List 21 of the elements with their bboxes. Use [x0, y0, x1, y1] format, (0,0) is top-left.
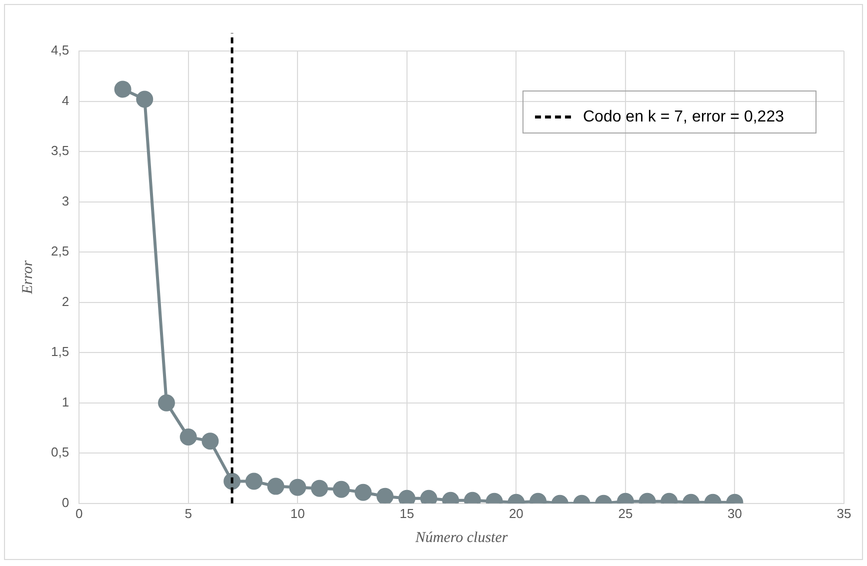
y-tick-label: 0,5	[50, 444, 70, 460]
x-tick-label: 25	[618, 506, 633, 521]
y-tick-label: 3	[62, 193, 70, 208]
y-tick-label: 4	[62, 92, 70, 108]
y-tick-label: 4,5	[50, 42, 70, 58]
y-tick-label: 3,5	[50, 143, 70, 158]
y-tick-label: 2	[62, 294, 70, 309]
x-tick-label: 35	[836, 506, 852, 521]
y-tick-label: 1,5	[50, 344, 70, 360]
y-tick-label: 0	[62, 494, 70, 510]
x-tick-label: 15	[400, 506, 414, 521]
ref-line-label: Codo en k = 7, error = 0,223	[582, 108, 784, 126]
x-tick-label: 10	[290, 506, 305, 521]
y-tick-label: 1	[62, 394, 70, 410]
x-tick-label: 5	[184, 506, 192, 521]
x-tick-label: 0	[75, 506, 83, 521]
x-tick-label: 20	[508, 506, 524, 521]
x-tick-label: 30	[727, 506, 742, 521]
x-axis-title: Número cluster	[414, 530, 508, 546]
y-tick-label: 2,5	[50, 244, 70, 259]
y-axis-title: Error	[20, 260, 36, 296]
